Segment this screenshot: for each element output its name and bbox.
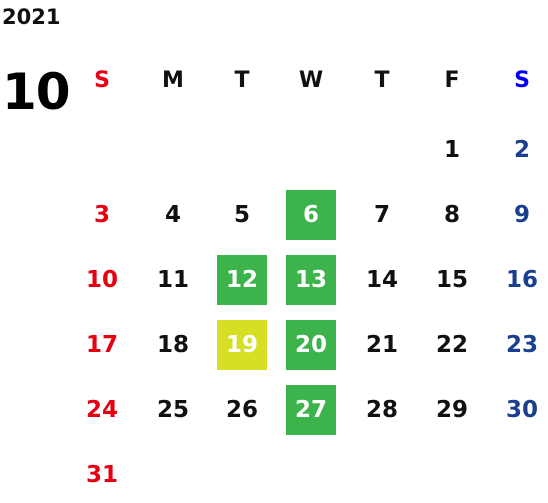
day-cell-26[interactable]: 26 — [225, 397, 258, 423]
day-cell-27[interactable]: 27 — [286, 385, 336, 435]
weekday-sun: S — [94, 67, 110, 93]
day-cell-24[interactable]: 24 — [85, 397, 118, 423]
day-cell-4[interactable]: 4 — [164, 202, 181, 228]
day-cell-8[interactable]: 8 — [443, 202, 460, 228]
weekday-mon: M — [162, 67, 184, 93]
weekday-wed: W — [298, 67, 324, 93]
weekday-thu: T — [374, 67, 390, 93]
day-cell-25[interactable]: 25 — [156, 397, 189, 423]
weekday-fri: F — [444, 67, 460, 93]
day-cell-30[interactable]: 30 — [505, 397, 538, 423]
day-cell-20[interactable]: 20 — [286, 320, 336, 370]
year-label: 2021 — [2, 5, 61, 29]
day-cell-2[interactable]: 2 — [513, 137, 530, 163]
weekday-sat: S — [514, 67, 530, 93]
day-cell-16[interactable]: 16 — [505, 267, 538, 293]
day-cell-3[interactable]: 3 — [93, 202, 110, 228]
day-cell-11[interactable]: 11 — [156, 267, 189, 293]
day-cell-17[interactable]: 17 — [85, 332, 118, 358]
day-cell-28[interactable]: 28 — [365, 397, 398, 423]
day-cell-1[interactable]: 1 — [443, 137, 460, 163]
day-cell-9[interactable]: 9 — [513, 202, 530, 228]
day-cell-12[interactable]: 12 — [217, 255, 267, 305]
day-cell-22[interactable]: 22 — [435, 332, 468, 358]
day-cell-29[interactable]: 29 — [435, 397, 468, 423]
day-cell-7[interactable]: 7 — [373, 202, 390, 228]
day-cell-19[interactable]: 19 — [217, 320, 267, 370]
day-cell-15[interactable]: 15 — [435, 267, 468, 293]
weekday-tue: T — [234, 67, 250, 93]
day-cell-23[interactable]: 23 — [505, 332, 538, 358]
day-cell-5[interactable]: 5 — [233, 202, 250, 228]
day-cell-31[interactable]: 31 — [85, 462, 118, 488]
month-label: 10 — [2, 63, 71, 121]
day-cell-18[interactable]: 18 — [156, 332, 189, 358]
day-cell-10[interactable]: 10 — [85, 267, 118, 293]
day-cell-6[interactable]: 6 — [286, 190, 336, 240]
day-cell-21[interactable]: 21 — [365, 332, 398, 358]
day-cell-14[interactable]: 14 — [365, 267, 398, 293]
day-cell-13[interactable]: 13 — [286, 255, 336, 305]
